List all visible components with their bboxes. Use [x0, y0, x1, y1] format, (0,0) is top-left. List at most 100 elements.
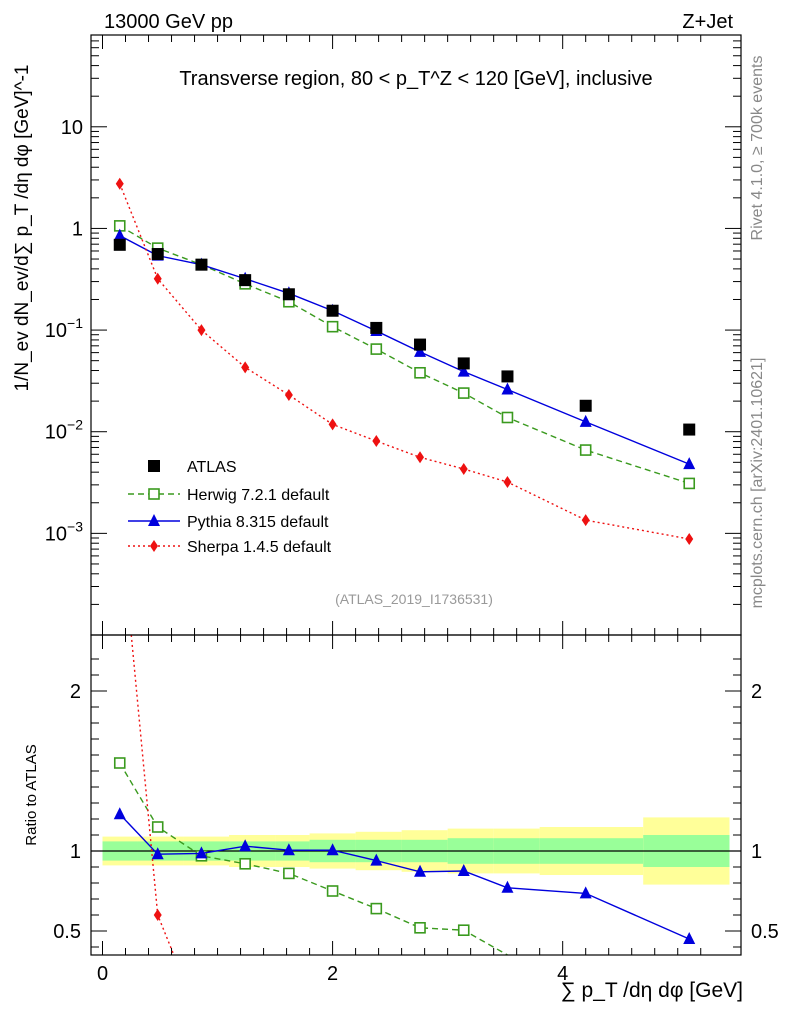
- x-tick-label: 2: [327, 963, 338, 985]
- point-sherpa: [284, 388, 293, 401]
- point-herwig: [579, 444, 592, 456]
- ratio-point-pythia: [501, 880, 514, 893]
- main-panel: Transverse region, 80 < p_T^Z < 120 [GeV…: [12, 34, 742, 636]
- ratio-point-herwig: [414, 921, 426, 934]
- point-sherpa: [197, 324, 206, 337]
- legend: ATLAS Herwig 7.2.1 default Pythia 8.315 de…: [128, 459, 332, 556]
- x-axis-label: ∑ p_T /dη dφ [GeV]: [561, 979, 743, 1002]
- ratio-point-herwig: [113, 757, 126, 769]
- y-tick-label: 10: [61, 117, 83, 139]
- point-sherpa: [416, 451, 425, 464]
- point-sherpa: [241, 361, 250, 374]
- ratio-bands: [91, 817, 741, 885]
- point-sherpa: [459, 462, 468, 475]
- header-left: 13000 GeV pp: [104, 11, 233, 33]
- legend-marker-pythia: [148, 514, 160, 526]
- point-atlas: [195, 258, 208, 271]
- series-line-pythia: [119, 234, 690, 465]
- ratio-point-pythia: [151, 847, 164, 860]
- ratio-series: [113, 635, 696, 955]
- legend-marker-atlas: [148, 460, 160, 472]
- x-tick-label: 4: [557, 963, 568, 985]
- ratio-point-herwig: [326, 885, 339, 897]
- point-herwig: [457, 387, 470, 399]
- mcplots-label: mcplots.cern.ch [arXiv:2401.10621]: [749, 358, 766, 609]
- ratio-y-tick-label-right: 1: [751, 841, 762, 863]
- ratio-y-tick-label-right: 2: [751, 681, 762, 703]
- ratio-frame: [90, 634, 742, 956]
- point-pythia: [579, 414, 592, 427]
- point-atlas: [151, 248, 164, 261]
- point-atlas: [683, 423, 696, 436]
- legend-marker-sherpa: [150, 540, 158, 552]
- ratio-point-herwig: [151, 821, 164, 833]
- point-atlas: [239, 274, 252, 287]
- legend-marker-herwig: [148, 488, 160, 500]
- ratio-point-pythia: [414, 864, 427, 877]
- ratio-point-pythia: [326, 843, 339, 856]
- main-title: Transverse region, 80 < p_T^Z < 120 [GeV…: [179, 68, 652, 90]
- legend-label-sherpa: Sherpa 1.4.5 default: [187, 539, 332, 556]
- ratio-point-pythia: [282, 843, 295, 856]
- ratio-point-pythia: [370, 853, 383, 866]
- point-atlas: [414, 338, 427, 351]
- ratio-point-herwig: [283, 867, 295, 880]
- ratio-point-pythia: [457, 864, 470, 876]
- ratio-point-pythia: [113, 807, 126, 820]
- point-sherpa: [372, 435, 381, 448]
- main-series: [113, 177, 696, 546]
- point-sherpa: [153, 272, 162, 285]
- point-pythia: [501, 382, 514, 395]
- point-herwig: [414, 366, 426, 379]
- point-herwig: [683, 477, 696, 490]
- legend-label-atlas: ATLAS: [187, 459, 237, 476]
- ratio-point-herwig: [457, 924, 470, 937]
- point-herwig: [501, 411, 514, 424]
- ratio-y-tick-label: 0.5: [53, 921, 81, 943]
- point-sherpa: [328, 418, 337, 431]
- ratio-line-herwig: [119, 762, 508, 955]
- point-herwig: [370, 343, 383, 355]
- point-sherpa: [685, 533, 694, 546]
- x-tick-label: 0: [97, 963, 108, 985]
- point-sherpa: [581, 514, 590, 527]
- point-atlas: [579, 399, 592, 412]
- point-sherpa: [503, 476, 512, 489]
- ratio-y-tick-label: 2: [70, 681, 81, 703]
- ratio-panel: 0.5 0.5 1 1 2 2 0 2 4 Ratio to ATLAS ∑ p_T /dη d…: [23, 634, 779, 1002]
- ratio-point-herwig: [370, 902, 383, 915]
- main-ylabel: 1/N_ev dN_ev/d∑ p_T /dη dφ [GeV]^-1: [12, 65, 33, 392]
- ratio-point-sherpa: [153, 909, 162, 921]
- ratio-ylabel: Ratio to ATLAS: [23, 744, 40, 845]
- point-pythia: [683, 457, 696, 470]
- header-right: Z+Jet: [682, 11, 733, 33]
- ratio-line-pythia: [119, 813, 690, 940]
- y-tick-label: 10−2: [45, 417, 83, 444]
- point-atlas: [326, 304, 339, 317]
- ratio-line-sherpa: [130, 635, 175, 955]
- point-atlas: [282, 288, 295, 301]
- ratio-clipped: [113, 635, 696, 955]
- point-pythia: [113, 228, 126, 241]
- point-atlas: [113, 238, 126, 251]
- ratio-point-pythia: [683, 932, 696, 944]
- y-tick-label: 10−1: [45, 315, 83, 342]
- ratio-point-herwig: [239, 857, 251, 870]
- ratio-ticks: 0.5 0.5 1 1 2 2 0 2 4: [53, 635, 779, 985]
- legend-label-pythia: Pythia 8.315 default: [187, 514, 329, 531]
- point-pythia: [457, 364, 470, 377]
- point-atlas: [501, 370, 514, 383]
- point-sherpa: [115, 177, 124, 190]
- point-atlas: [457, 357, 470, 370]
- series-line-sherpa: [119, 183, 690, 540]
- ratio-point-pythia: [239, 839, 252, 852]
- ratio-y-tick-label-right: 0.5: [751, 921, 779, 943]
- rivet-label: Rivet 4.1.0, ≥ 700k events: [749, 56, 766, 241]
- point-atlas: [370, 321, 383, 334]
- main-ticks: 10−3 10−2 10−1 1 10: [45, 34, 741, 636]
- point-herwig: [326, 320, 339, 333]
- y-tick-label: 10−3: [45, 518, 83, 545]
- point-pythia: [414, 344, 427, 357]
- ratio-point-pythia: [195, 846, 208, 859]
